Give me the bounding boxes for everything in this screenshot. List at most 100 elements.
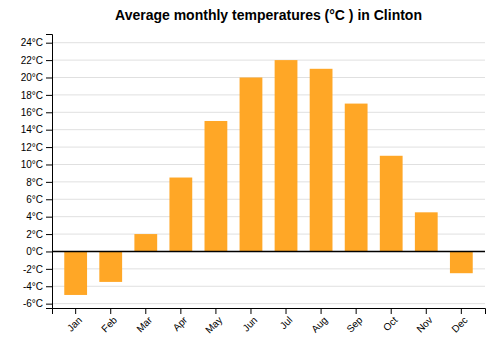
tick: Aug [309,308,329,335]
tick-mark [46,60,52,61]
grid-line [52,181,485,182]
tick-mark [46,251,52,252]
tick: 16°C [21,107,52,118]
tick-label: 18°C [21,90,43,101]
tick-mark [46,130,52,131]
grid-line [52,77,485,78]
tick-label: 0°C [26,246,43,257]
tick: 0°C [26,246,52,257]
grid-line [52,147,485,148]
tick-mark [391,308,392,314]
grid-line [52,129,485,130]
tick-label: 8°C [26,177,43,188]
tick-mark [426,308,427,314]
tick-mark [46,199,52,200]
tick-label: Sep [344,314,365,335]
tick-label: -6°C [23,298,43,309]
tick-label: 12°C [21,142,43,153]
tick-label: -4°C [23,281,43,292]
tick-label: Nov [414,314,434,334]
tick-label: 20°C [21,72,43,83]
tick-mark [461,308,462,314]
tick-mark [46,43,52,44]
tick: 4°C [26,211,52,222]
tick: 20°C [21,72,52,83]
tick: Apr [171,308,190,333]
tick-label: Jun [240,314,259,333]
tick-label: 2°C [26,229,43,240]
tick-mark [46,304,52,305]
tick: 22°C [21,55,52,66]
tick-mark [46,234,52,235]
axis-line [46,35,53,309]
bar [99,251,122,281]
y-axis: -6°C -4°C -2°C 0°C 2°C 4°C 6°C 8°C 10°C 12°C 14°C 1… [21,35,53,310]
tick-label: 16°C [21,107,43,118]
tick: Feb [99,308,119,334]
x-axis: Jan Feb Mar Apr May Jun Jul Aug Sep Oct Nov Dec [53,308,486,336]
title: Average monthly temperatures (°C ) in Cl… [115,7,422,23]
tick: 6°C [26,194,52,205]
bar [415,212,438,251]
tick-label: 6°C [26,194,43,205]
tick-mark [46,217,52,218]
tick-mark [46,286,52,287]
tick: May [203,308,224,336]
grid-line [52,94,485,95]
bar [275,60,298,251]
grid [52,43,485,304]
tick: Jul [278,308,295,331]
tick: 18°C [21,90,52,101]
tick: 14°C [21,124,52,135]
tick-label: -2°C [23,264,43,275]
tick-mark [46,77,52,78]
tick-mark [250,308,251,314]
bar [205,121,228,251]
grid-line [52,303,485,304]
grid-line [52,42,485,43]
grid-line [52,112,485,113]
bar [310,69,333,252]
tick: 10°C [21,159,52,170]
plot: -6°C -4°C -2°C 0°C 2°C 4°C 6°C 8°C 10°C 12°C 14°C 1… [21,35,486,336]
tick: Sep [344,308,365,335]
tick-mark [180,308,181,314]
tick-mark [321,308,322,314]
tick-label: Jan [65,314,84,333]
tick: 12°C [21,142,52,153]
grid-line [52,286,485,287]
tick-mark [46,164,52,165]
tick-label: Apr [171,314,190,333]
tick-mark [145,308,146,314]
tick: -4°C [23,281,52,292]
tick-label: Dec [449,314,469,334]
tick-mark [110,308,111,314]
tick: -6°C [23,298,52,309]
tick: 24°C [21,37,52,48]
grid-line [52,164,485,165]
tick-mark [46,147,52,148]
tick-label: Mar [134,314,154,334]
tick-mark [46,269,52,270]
grid-line [52,199,485,200]
tick: Nov [414,308,434,335]
axis-line [53,309,486,315]
tick: Mar [134,308,154,334]
tick-mark [46,182,52,183]
tick-label: 14°C [21,124,43,135]
tick-label: Oct [381,314,400,333]
tick-label: May [203,314,224,335]
tick-label: 22°C [21,55,43,66]
grid-line [52,60,485,61]
chart: -6°C -4°C -2°C 0°C 2°C 4°C 6°C 8°C 10°C 12°C 14°C 1… [0,0,500,350]
tick-mark [75,308,76,314]
bar [240,77,263,251]
tick-mark [356,308,357,314]
tick-label: 24°C [21,37,43,48]
tick-label: Jul [278,314,295,331]
tick: Dec [449,308,469,335]
tick: 2°C [26,229,52,240]
tick: Jan [65,308,84,334]
tick-label: 4°C [26,211,43,222]
tick-mark [46,112,52,113]
